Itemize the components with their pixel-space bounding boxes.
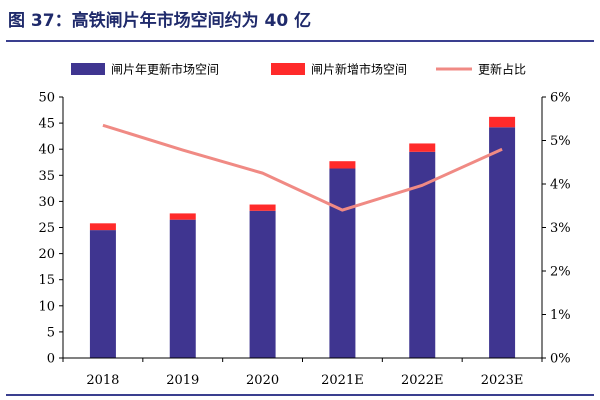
legend-new-swatch [271,63,305,75]
bar-new-2018 [89,223,116,231]
y-right-tick-label: 1% [550,308,571,323]
bar-renewal-2019 [169,219,196,358]
line-update-ratio [102,123,503,212]
legend-new-label: 闸片新增市场空间 [311,62,407,77]
bar-renewal-2018 [89,230,116,358]
title-divider [6,40,594,42]
y-left-tick-label: 15 [38,273,55,288]
x-tick-label: 2023E [481,373,524,388]
bar-renewal-2023E [489,127,516,358]
x-tick-label: 2021E [321,373,364,388]
bar-new-2023E [489,116,516,128]
y-right-tick-label: 2% [550,265,571,280]
legend-renewal-label: 闸片年更新市场空间 [111,62,219,77]
x-tick-label: 2019 [166,373,199,388]
y-left-tick-label: 35 [38,169,55,184]
bar-new-2022E [409,143,436,152]
y-left-tick-label: 40 [38,143,55,158]
legend-ratio-label: 更新占比 [478,62,526,77]
x-tick-label: 2020 [246,373,279,388]
y-right-tick-label: 0% [550,352,571,367]
y-right-tick-label: 3% [550,221,571,236]
y-left-tick-label: 50 [38,91,55,106]
legend-renewal-swatch [71,63,105,75]
x-tick-label: 2022E [401,373,444,388]
y-left-tick-label: 5 [47,325,55,340]
bar-renewal-2021E [329,168,356,358]
y-left-tick-label: 10 [38,299,55,314]
y-left-tick-label: 30 [38,195,55,210]
y-left-tick-label: 0 [47,352,55,367]
y-left-tick-label: 25 [38,221,55,236]
y-left-tick-label: 20 [38,247,55,262]
bar-new-2021E [329,161,356,169]
bar-new-2020 [249,204,276,211]
y-left-tick-label: 45 [38,117,55,132]
y-right-tick-label: 6% [550,91,571,106]
bar-new-2019 [169,213,196,220]
x-tick-label: 2018 [86,373,119,388]
y-right-tick-label: 4% [550,178,571,193]
bar-renewal-2020 [249,210,276,358]
chart-title: 图 37：高铁闸片年市场空间约为 40 亿 [8,11,312,31]
bottom-divider [6,394,594,396]
y-right-tick-label: 5% [550,134,571,149]
